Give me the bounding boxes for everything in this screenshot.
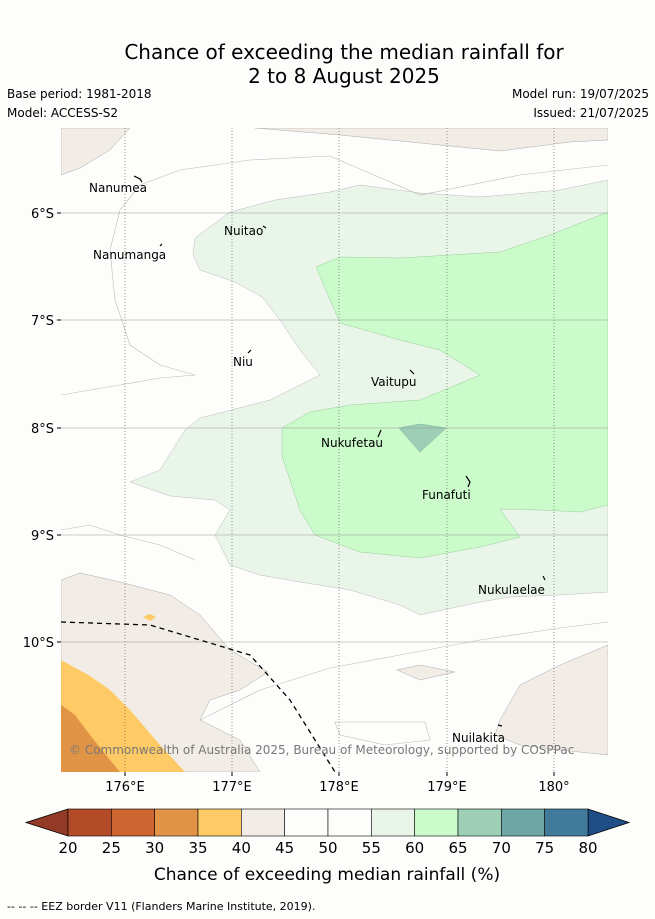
title-line-1: Chance of exceeding the median rainfall …: [124, 40, 564, 64]
island-label-nuilakita: Nuilakita: [452, 731, 505, 745]
model-name: Model: ACCESS-S2: [7, 106, 119, 120]
contour-line-1: [61, 155, 608, 396]
colorbar-tick-label: 60: [405, 839, 424, 857]
colorbar-tick-label: 80: [578, 839, 597, 857]
map-plot-area: Nanumea Nuitao Nanumanga Niu Vaitupu Nuk…: [61, 128, 608, 772]
rainfall-map: Nanumea Nuitao Nanumanga Niu Vaitupu Nuk…: [23, 128, 631, 885]
island-nukufetau-shape: [377, 429, 382, 438]
colorbar-tick-label: 70: [492, 839, 511, 857]
issued-date: Issued: 21/07/2025: [533, 106, 649, 120]
island-label-nuitao: Nuitao: [224, 224, 263, 238]
colorbar-segment: [501, 808, 545, 837]
region-40-45-top-left: [61, 128, 131, 176]
lat-tick-7s: 7°S: [31, 314, 54, 329]
colorbar-tick-label: 65: [448, 839, 467, 857]
colorbar-tick-label: 25: [102, 839, 121, 857]
island-niu-shape: [247, 349, 252, 354]
region-40-45-small: [396, 664, 456, 681]
colorbar-tick-label: 55: [362, 839, 381, 857]
region-40-45-top: [254, 128, 608, 152]
base-period: Base period: 1981-2018: [7, 87, 152, 101]
grid-lat-lines: [61, 212, 608, 643]
grid-lines: [124, 128, 555, 772]
island-funafuti-shape: [465, 475, 471, 488]
title-line-2: 2 to 8 August 2025: [248, 64, 440, 88]
colorbar-segment: [544, 808, 589, 837]
colorbar-tick-label: 35: [188, 839, 207, 857]
colorbar-segment: [284, 808, 329, 837]
island-label-nukulaelae: Nukulaelae: [478, 583, 545, 597]
copyright-notice: © Commonwealth of Australia 2025, Bureau…: [69, 743, 574, 757]
island-label-vaitupu: Vaitupu: [371, 375, 417, 389]
colorbar: 20 25 30 35 40 45 50 55 60 65 70 75 80: [24, 808, 631, 857]
island-vaitupu-shape: [409, 369, 415, 375]
island-nukulaelae-shape: [542, 575, 546, 581]
colorbar-tick-label: 75: [535, 839, 554, 857]
colorbar-over-arrow: [587, 808, 631, 837]
lat-tick-6s: 6°S: [31, 207, 54, 222]
colorbar-label: Chance of exceeding median rainfall (%): [154, 865, 500, 885]
model-run: Model run: 19/07/2025: [511, 87, 649, 101]
lat-tick-10s: 10°S: [23, 636, 54, 651]
island-nuilakita-shape: [497, 724, 503, 727]
colorbar-segment: [67, 808, 112, 837]
colorbar-tick-label: 40: [232, 839, 251, 857]
contour-line-3: [199, 621, 608, 721]
lon-tick-180: 180°: [538, 780, 569, 795]
colorbar-segment: [111, 808, 155, 837]
colorbar-segment: [154, 808, 199, 837]
island-nuitao-shape: [262, 225, 267, 229]
colorbar-tick-label: 30: [145, 839, 164, 857]
lon-tick-178e: 178°E: [319, 780, 359, 795]
colorbar-tick-label: 50: [318, 839, 337, 857]
lat-tick-8s: 8°S: [31, 422, 54, 437]
island-label-niu: Niu: [233, 355, 253, 369]
eez-legend: -- -- -- EEZ border V11 (Flanders Marine…: [7, 900, 316, 913]
island-label-nanumanga: Nanumanga: [93, 248, 166, 262]
island-shapes: [133, 175, 546, 727]
island-label-funafuti: Funafuti: [422, 488, 471, 502]
lon-tick-177e: 177°E: [212, 780, 252, 795]
region-30-35: [61, 705, 120, 772]
lon-tick-179e: 179°E: [427, 780, 467, 795]
island-label-nanumea: Nanumea: [89, 181, 147, 195]
colorbar-under-arrow: [24, 808, 69, 837]
colorbar-tick-label: 20: [58, 839, 77, 857]
region-35-40-small: [143, 614, 156, 621]
colorbar-segment: [414, 808, 459, 837]
chart-title: Chance of exceeding the median rainfall …: [0, 40, 655, 88]
island-label-nukufetau: Nukufetau: [321, 436, 383, 450]
colorbar-segment: [327, 808, 372, 837]
colorbar-tick-label: 45: [275, 839, 294, 857]
eez-border: [61, 621, 336, 772]
lon-tick-176e: 176°E: [105, 780, 145, 795]
island-nanumanga-shape: [159, 243, 163, 247]
colorbar-segment: [457, 808, 502, 837]
region-60-65: [281, 211, 608, 559]
colorbar-segment: [371, 808, 415, 837]
lat-tick-9s: 9°S: [31, 529, 54, 544]
island-nanumea-shape: [133, 175, 143, 183]
colorbar-segment: [241, 808, 285, 837]
region-40-45-bottom-right: [494, 644, 608, 756]
colorbar-segment: [197, 808, 242, 837]
contour-line-4: [334, 721, 431, 746]
